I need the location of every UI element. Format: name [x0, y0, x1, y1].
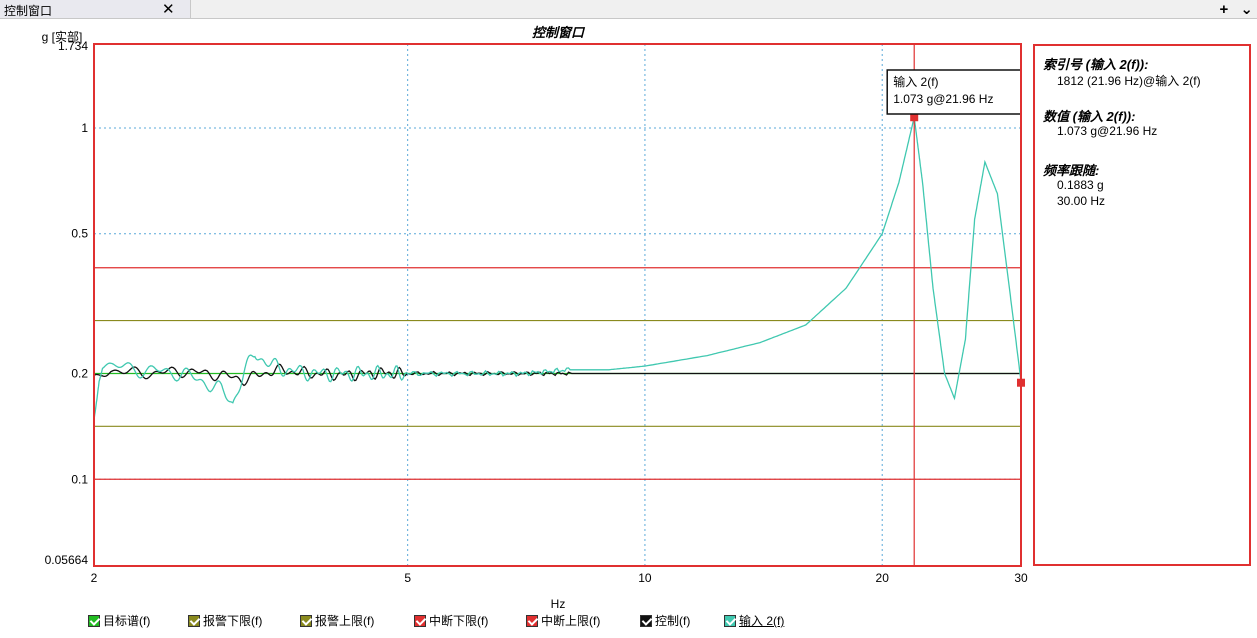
- legend-label: 控制(f): [655, 614, 691, 628]
- value-title: 数值 (输入 2(f)):: [1043, 109, 1136, 124]
- legend-item-abort-upper[interactable]: 中断上限(f): [526, 612, 600, 629]
- y-tick-label: 0.5: [71, 227, 88, 241]
- legend-item-abort-lower[interactable]: 中断下限(f): [414, 612, 488, 629]
- series-line: [93, 117, 1022, 420]
- legend-item-target[interactable]: 目标谱(f): [88, 612, 150, 629]
- series-lines: [93, 117, 1022, 420]
- x-tick-label: 30: [1014, 571, 1028, 585]
- checkbox-icon[interactable]: [414, 614, 426, 627]
- y-tick-label: 0.1: [71, 472, 88, 486]
- close-icon[interactable]: ✕: [162, 1, 175, 18]
- y-tick-label: 1: [81, 121, 88, 135]
- index-title: 索引号 (输入 2(f)):: [1043, 57, 1149, 72]
- checkbox-icon[interactable]: [88, 614, 100, 627]
- checkbox-icon[interactable]: [724, 614, 736, 627]
- x-tick-label: 20: [876, 571, 890, 585]
- y-tick-label: 0.2: [71, 367, 88, 381]
- x-tick-label: 5: [404, 571, 411, 585]
- legend-item-input2[interactable]: 输入 2(f): [724, 612, 784, 629]
- chevron-down-icon[interactable]: ⌄: [1240, 1, 1253, 18]
- tracking-title: 频率跟随:: [1043, 163, 1100, 178]
- index-value: 1812 (21.96 Hz)@输入 2(f): [1057, 74, 1201, 88]
- legend-label: 目标谱(f): [103, 614, 151, 628]
- legend-label: 中断上限(f): [541, 614, 601, 628]
- info-panel: 索引号 (输入 2(f)): 1812 (21.96 Hz)@输入 2(f) 数…: [1033, 44, 1251, 566]
- checkbox-icon[interactable]: [300, 614, 312, 627]
- tab-control-window[interactable]: 控制窗口 ✕: [0, 0, 191, 18]
- tracking-hz: 30.00 Hz: [1057, 194, 1106, 208]
- cursor-marker: [910, 113, 919, 122]
- legend-label: 报警上限(f): [315, 614, 375, 628]
- checkbox-icon[interactable]: [640, 614, 652, 627]
- y-axis-label: g [实部]: [42, 29, 83, 44]
- series-line: [93, 363, 1021, 387]
- chart-area: 控制窗口 g [实部] Hz 2 5 10 20 30 0.05664 0.1 0.2 0.5 1…: [42, 25, 1028, 610]
- y-tick-label: 1.734: [58, 39, 88, 53]
- x-axis-label: Hz: [551, 597, 566, 610]
- legend-label: 中断下限(f): [429, 614, 489, 628]
- checkbox-icon[interactable]: [188, 614, 200, 627]
- y-tick-label: 0.05664: [45, 553, 89, 567]
- value-value: 1.073 g@21.96 Hz: [1057, 124, 1158, 138]
- gridlines: [94, 44, 1021, 566]
- plus-icon[interactable]: +: [1219, 1, 1229, 18]
- x-tick-label: 10: [638, 571, 652, 585]
- chart-title: 控制窗口: [532, 25, 586, 40]
- axis-ticks: 2 5 10 20 30 0.05664 0.1 0.2 0.5 1 1.734: [45, 39, 1028, 585]
- tab-bar: 控制窗口 ✕ + ⌄: [0, 0, 1257, 19]
- tooltip-series: 输入 2(f): [893, 74, 938, 89]
- tab-actions: + ⌄: [1211, 0, 1253, 18]
- tooltip-value: 1.073 g@21.96 Hz: [893, 92, 993, 106]
- legend-item-control[interactable]: 控制(f): [640, 612, 690, 629]
- x-tick-label: 2: [91, 571, 98, 585]
- legend-item-alarm-lower[interactable]: 报警下限(f): [188, 612, 262, 629]
- legend-label: 报警下限(f): [203, 614, 263, 628]
- tracking-g: 0.1883 g: [1057, 178, 1104, 192]
- tab-label: 控制窗口: [4, 4, 53, 18]
- legend-label: 输入 2(f): [739, 614, 785, 628]
- legend-item-alarm-upper[interactable]: 报警上限(f): [300, 612, 374, 629]
- checkbox-icon[interactable]: [526, 614, 538, 627]
- plot-frame: [93, 43, 1022, 567]
- cursor-group[interactable]: 输入 2(f) 1.073 g@21.96 Hz: [886, 44, 1025, 566]
- limit-lines: [94, 267, 1021, 480]
